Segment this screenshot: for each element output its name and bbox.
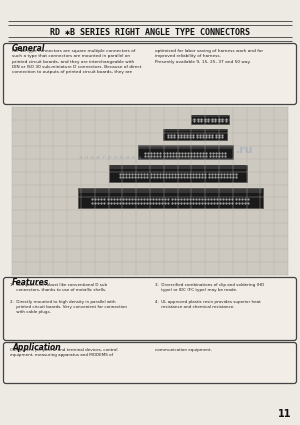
Bar	[164, 129, 226, 131]
Text: communication equipment.: communication equipment.	[155, 348, 212, 352]
Text: 4.  UL approved plastic resin provides superior heat
     resistance and chemica: 4. UL approved plastic resin provides su…	[155, 300, 261, 309]
FancyBboxPatch shape	[137, 145, 232, 159]
Bar	[192, 115, 228, 117]
FancyBboxPatch shape	[4, 278, 296, 340]
FancyBboxPatch shape	[191, 114, 229, 124]
FancyBboxPatch shape	[77, 188, 262, 208]
Text: 2.  Directly mounted to high density in parallel with
     printed circuit board: 2. Directly mounted to high density in p…	[10, 300, 127, 314]
Text: General: General	[12, 44, 45, 53]
Text: optimized for labor saving of harness work and for
improved reliability of harne: optimized for labor saving of harness wo…	[155, 49, 263, 64]
Text: .ru: .ru	[236, 145, 254, 155]
Text: 1.  Compact and robust like conventional D sub
     connectors, thanks to use of: 1. Compact and robust like conventional …	[10, 283, 107, 292]
Text: Features: Features	[12, 278, 49, 287]
Bar	[139, 146, 232, 148]
Text: Application: Application	[12, 343, 61, 352]
Text: 11: 11	[278, 409, 291, 419]
Bar	[79, 189, 262, 193]
Text: 3.  Diversified combinations of clip and soldering (HD
     type) or IDC (FC typ: 3. Diversified combinations of clip and …	[155, 283, 264, 292]
FancyBboxPatch shape	[4, 43, 296, 105]
FancyBboxPatch shape	[4, 343, 296, 383]
Text: RD ✱B type connectors are square multiple connectors of
such a type that connect: RD ✱B type connectors are square multipl…	[12, 49, 141, 74]
Text: Computers, peripheral and terminal devices, control
equipment, measuring apparat: Computers, peripheral and terminal devic…	[10, 348, 118, 357]
FancyBboxPatch shape	[109, 164, 247, 181]
Text: э л е к т р о н и к а: э л е к т р о н и к а	[79, 155, 141, 159]
Bar	[110, 165, 246, 169]
FancyBboxPatch shape	[163, 128, 227, 139]
Text: RD ✱B SERIES RIGHT ANGLE TYPE CONNECTORS: RD ✱B SERIES RIGHT ANGLE TYPE CONNECTORS	[50, 28, 250, 37]
Bar	[12, 107, 288, 275]
